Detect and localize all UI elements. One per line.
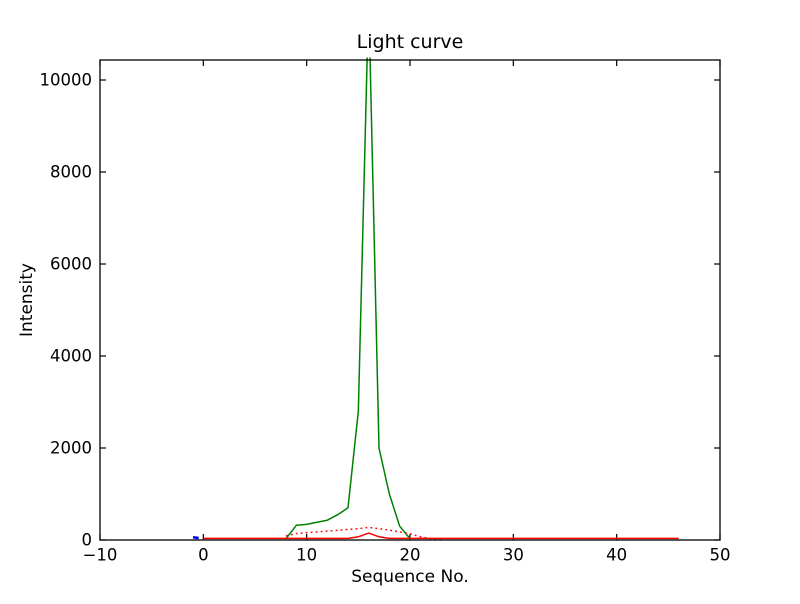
x-axis-label: Sequence No. <box>351 567 468 587</box>
x-tick-label: 10 <box>296 546 317 565</box>
x-tick-label: 20 <box>400 546 421 565</box>
y-tick-label: 0 <box>82 531 93 550</box>
y-tick-label: 10000 <box>40 71 93 90</box>
y-tick-label: 4000 <box>50 347 92 366</box>
x-tick-label: 0 <box>198 546 209 565</box>
chart-title: Light curve <box>357 31 464 53</box>
plot-area <box>100 60 720 540</box>
x-tick-label: 40 <box>606 546 627 565</box>
x-tick-label: −10 <box>83 546 118 565</box>
x-tick-label: 30 <box>503 546 524 565</box>
red-solid-curve-line <box>203 532 679 540</box>
y-tick-label: 8000 <box>50 163 92 182</box>
y-tick-label: 6000 <box>50 255 92 274</box>
green-curve-line <box>285 57 411 540</box>
axes-frame <box>99 59 721 541</box>
data-series <box>192 57 679 541</box>
y-axis-label: Intensity <box>17 263 37 337</box>
x-tick-label: 50 <box>710 546 731 565</box>
y-tick-label: 2000 <box>50 439 92 458</box>
red-dotted-curve-line <box>285 526 442 541</box>
blue-segment-line <box>192 535 199 540</box>
